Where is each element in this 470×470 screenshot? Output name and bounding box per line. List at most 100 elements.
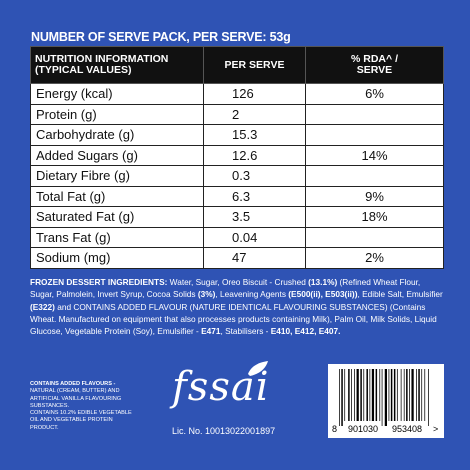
barcode-bar <box>356 369 359 421</box>
cell: 0.04 <box>203 226 306 248</box>
barcode-bar <box>341 369 343 426</box>
barcode-bar <box>403 369 405 421</box>
column-header: PER SERVE <box>203 46 306 84</box>
barcode-bar <box>396 369 398 421</box>
cell: 15.3 <box>203 124 306 146</box>
ingredient-text: (Refined Wheat Flour, Sugar, Palmolein, … <box>30 277 421 300</box>
cell <box>305 226 444 248</box>
cell: 18% <box>305 206 444 228</box>
barcode-bar <box>339 369 340 426</box>
cell: Dietary Fibre (g) <box>30 165 204 187</box>
cell: 126 <box>203 83 306 105</box>
barcode-bar <box>406 369 408 421</box>
column-header-line: PER SERVE <box>224 58 285 71</box>
barcode-box: 8 901030 953408 > <box>328 364 444 438</box>
ingredient-text: (3%) <box>197 289 216 300</box>
barcode-bar <box>371 369 375 421</box>
barcode-bar <box>393 369 396 421</box>
nutrient-row: Trans Fat (g) 0.04 <box>30 226 444 248</box>
ingredient-text: (13.1%) <box>308 277 338 287</box>
barcode-bar <box>409 369 410 421</box>
barcode-bar <box>379 369 381 421</box>
cell: Saturated Fat (g) <box>30 206 204 228</box>
barcode-digit: 901030 <box>348 424 378 434</box>
flavour-line: CONTAINS 10.2% EDIBLE VEGETABLE OIL AND … <box>30 410 132 431</box>
column-header-line: NUTRITION INFORMATION <box>35 53 169 65</box>
barcode-bar <box>424 369 426 421</box>
flavour-line: NATURAL (CREAM, BUTTER) AND ARTIFICIAL V… <box>30 388 122 409</box>
serve-header: NUMBER OF SERVE PACK, PER SERVE: 53g <box>31 30 291 44</box>
nutrition-table: NUTRITION INFORMATION (TYPICAL VALUES) PER… <box>30 46 444 269</box>
cell <box>305 124 444 146</box>
cell: 12.6 <box>203 144 306 166</box>
barcode-bar <box>384 369 387 426</box>
flavour-title: CONTAINS ADDED FLAVOURS - <box>30 381 116 387</box>
barcode-bar <box>418 369 420 421</box>
barcode-bar <box>400 369 402 421</box>
fssai-leaf <box>248 361 268 376</box>
leaf-icon <box>248 361 268 376</box>
nutrient-row: Protein (g) 2 <box>30 103 444 125</box>
nutrient-row: Dietary Fibre (g) 0.3 <box>30 165 444 187</box>
barcode-digit: 8 <box>332 424 337 434</box>
barcode-bar <box>375 369 378 421</box>
column-header: % RDA^ / SERVE <box>305 46 444 84</box>
barcode-bar <box>381 369 383 426</box>
column-header-line: (TYPICAL VALUES) <box>35 64 132 76</box>
cell <box>305 165 444 187</box>
barcode-bar <box>348 369 350 421</box>
column-header: NUTRITION INFORMATION (TYPICAL VALUES) <box>30 46 204 84</box>
cell: 2 <box>203 103 306 125</box>
ingredient-text: Water, Sugar, Oreo Biscuit - Crushed <box>167 277 309 287</box>
cell: Trans Fat (g) <box>30 226 204 248</box>
header-row: NUTRITION INFORMATION (TYPICAL VALUES) PER… <box>30 46 444 84</box>
barcode-bar <box>360 369 362 421</box>
barcode-bar <box>428 369 429 426</box>
flavour-note: CONTAINS ADDED FLAVOURS - NATURAL (CREAM… <box>30 381 140 432</box>
barcode-digit: 953408 <box>392 424 422 434</box>
nutrient-row: Energy (kcal) 126 6% <box>30 83 444 105</box>
ingredient-text: FROZEN DESSERT INGREDIENTS: <box>30 277 168 287</box>
barcode-digit: > <box>433 424 438 434</box>
cell: Added Sugars (g) <box>30 144 204 166</box>
ingredient-text: , Leavening Agents <box>215 289 289 300</box>
ingredients: FROZEN DESSERT INGREDIENTS: Water, Sugar… <box>30 276 443 337</box>
ingredient-text: E410, E412, E407. <box>270 326 341 337</box>
nutrient-row: Sodium (mg) 47 2% <box>30 247 444 269</box>
table-body: Energy (kcal) 126 6% Protein (g) 2 Carbohydra… <box>30 83 444 269</box>
ingredient-text: (E322) <box>30 301 55 312</box>
barcode-bar <box>411 369 414 421</box>
barcode-bar <box>390 369 393 421</box>
cell <box>305 103 444 125</box>
cell: Total Fat (g) <box>30 185 204 207</box>
cell: Sodium (mg) <box>30 247 204 269</box>
cell: 2% <box>305 247 444 269</box>
cell: 47 <box>203 247 306 269</box>
barcode-bar <box>366 369 368 421</box>
barcode: 8 901030 953408 > <box>332 369 438 434</box>
barcode-bar <box>388 369 390 421</box>
cell: 6% <box>305 83 444 105</box>
cell: 6.3 <box>203 185 306 207</box>
barcode-bar <box>421 369 423 421</box>
cell: 3.5 <box>203 206 306 228</box>
barcode-bar <box>351 369 352 421</box>
ingredient-text: and CONTAINS ADDED FLAVOUR (NATURE IDENT… <box>30 301 437 337</box>
cell: 9% <box>305 185 444 207</box>
barcode-bar <box>344 369 346 421</box>
cell: 0.3 <box>203 165 306 187</box>
ingredient-text: , Stabilisers - <box>220 326 271 337</box>
cell: Carbohydrate (g) <box>30 124 204 146</box>
ingredient-text: E471 <box>201 326 221 337</box>
cell: Protein (g) <box>30 103 204 125</box>
license-number: Lic. No. 10013022001897 <box>172 426 276 436</box>
fssai-logo: fssai <box>172 364 270 410</box>
nutrient-row: Saturated Fat (g) 3.5 18% <box>30 206 444 228</box>
barcode-bar <box>363 369 365 421</box>
cell: 14% <box>305 144 444 166</box>
ingredient-text: , Edible Salt, Emulsifier <box>357 289 443 300</box>
nutrient-row: Added Sugars (g) 12.6 14% <box>30 144 444 166</box>
nutrient-row: Total Fat (g) 6.3 9% <box>30 185 444 207</box>
barcode-bar <box>416 369 417 421</box>
